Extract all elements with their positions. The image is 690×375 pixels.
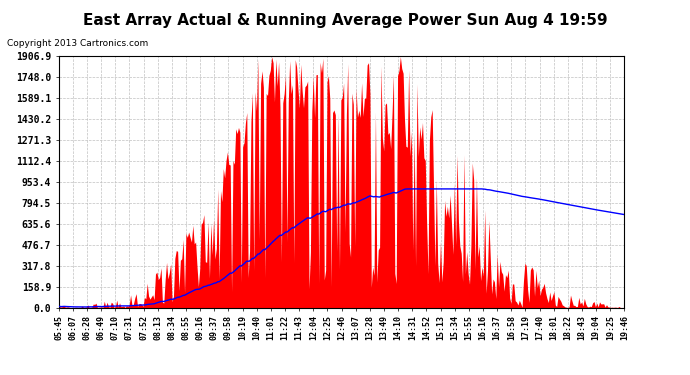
Text: Copyright 2013 Cartronics.com: Copyright 2013 Cartronics.com	[7, 39, 148, 48]
Text: East Array Actual & Running Average Power Sun Aug 4 19:59: East Array Actual & Running Average Powe…	[83, 13, 607, 28]
